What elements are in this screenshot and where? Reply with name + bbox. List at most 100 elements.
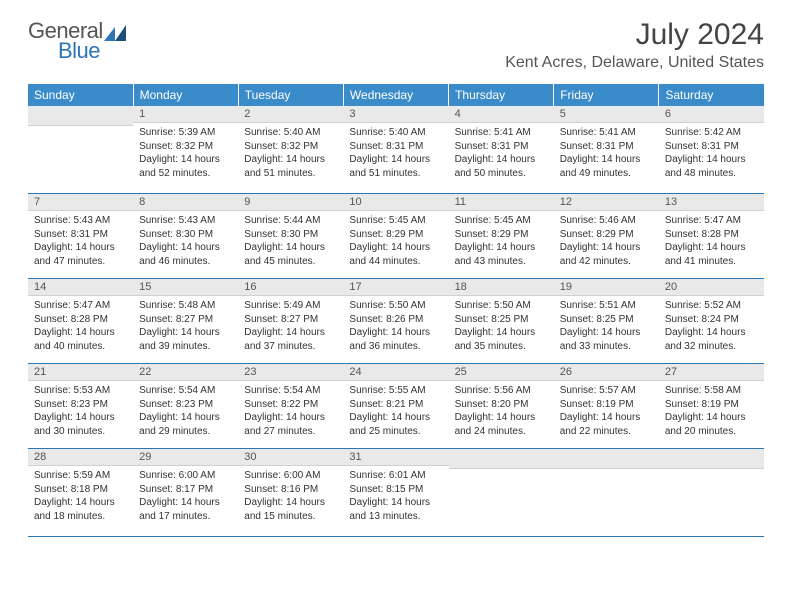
calendar-day-cell: 2Sunrise: 5:40 AMSunset: 8:32 PMDaylight… bbox=[238, 106, 343, 194]
day-number: 12 bbox=[554, 194, 659, 211]
sunset-text: Sunset: 8:19 PM bbox=[560, 398, 653, 412]
calendar-day-cell: 11Sunrise: 5:45 AMSunset: 8:29 PMDayligh… bbox=[449, 194, 554, 279]
day-content bbox=[449, 469, 554, 536]
sunset-text: Sunset: 8:26 PM bbox=[349, 313, 442, 327]
day-content bbox=[554, 469, 659, 536]
daylight-text: Daylight: 14 hours bbox=[349, 326, 442, 340]
day-content: Sunrise: 5:48 AMSunset: 8:27 PMDaylight:… bbox=[133, 296, 238, 363]
day-number bbox=[449, 449, 554, 469]
day-content: Sunrise: 5:43 AMSunset: 8:30 PMDaylight:… bbox=[133, 211, 238, 278]
calendar-day-cell: 9Sunrise: 5:44 AMSunset: 8:30 PMDaylight… bbox=[238, 194, 343, 279]
day-number: 4 bbox=[449, 106, 554, 123]
sunset-text: Sunset: 8:31 PM bbox=[34, 228, 127, 242]
daylight-text: Daylight: 14 hours bbox=[455, 153, 548, 167]
day-content bbox=[28, 126, 133, 193]
sunrise-text: Sunrise: 5:59 AM bbox=[34, 469, 127, 483]
sunset-text: Sunset: 8:29 PM bbox=[560, 228, 653, 242]
day-number: 27 bbox=[659, 364, 764, 381]
daylight-text: and 36 minutes. bbox=[349, 340, 442, 354]
daylight-text: Daylight: 14 hours bbox=[455, 241, 548, 255]
day-content: Sunrise: 5:45 AMSunset: 8:29 PMDaylight:… bbox=[343, 211, 448, 278]
sunrise-text: Sunrise: 5:52 AM bbox=[665, 299, 758, 313]
logo-icon bbox=[104, 25, 126, 41]
day-content bbox=[659, 469, 764, 536]
sunrise-text: Sunrise: 5:40 AM bbox=[244, 126, 337, 140]
calendar-day-cell: 8Sunrise: 5:43 AMSunset: 8:30 PMDaylight… bbox=[133, 194, 238, 279]
sunrise-text: Sunrise: 5:51 AM bbox=[560, 299, 653, 313]
sunrise-text: Sunrise: 5:40 AM bbox=[349, 126, 442, 140]
day-number: 7 bbox=[28, 194, 133, 211]
day-content: Sunrise: 5:57 AMSunset: 8:19 PMDaylight:… bbox=[554, 381, 659, 448]
day-number: 20 bbox=[659, 279, 764, 296]
calendar-day-cell: 5Sunrise: 5:41 AMSunset: 8:31 PMDaylight… bbox=[554, 106, 659, 194]
daylight-text: Daylight: 14 hours bbox=[34, 241, 127, 255]
sunset-text: Sunset: 8:29 PM bbox=[349, 228, 442, 242]
day-number: 31 bbox=[343, 449, 448, 466]
calendar-day-cell bbox=[554, 449, 659, 537]
calendar-week-row: 21Sunrise: 5:53 AMSunset: 8:23 PMDayligh… bbox=[28, 364, 764, 449]
daylight-text: Daylight: 14 hours bbox=[665, 153, 758, 167]
day-number: 22 bbox=[133, 364, 238, 381]
daylight-text: and 35 minutes. bbox=[455, 340, 548, 354]
calendar-day-cell bbox=[28, 106, 133, 194]
daylight-text: and 40 minutes. bbox=[34, 340, 127, 354]
daylight-text: and 32 minutes. bbox=[665, 340, 758, 354]
daylight-text: Daylight: 14 hours bbox=[455, 326, 548, 340]
day-number: 14 bbox=[28, 279, 133, 296]
daylight-text: and 48 minutes. bbox=[665, 167, 758, 181]
sunset-text: Sunset: 8:25 PM bbox=[455, 313, 548, 327]
daylight-text: Daylight: 14 hours bbox=[455, 411, 548, 425]
daylight-text: Daylight: 14 hours bbox=[139, 241, 232, 255]
sunrise-text: Sunrise: 5:48 AM bbox=[139, 299, 232, 313]
day-number: 16 bbox=[238, 279, 343, 296]
weekday-header: Tuesday bbox=[238, 84, 343, 106]
calendar-day-cell: 3Sunrise: 5:40 AMSunset: 8:31 PMDaylight… bbox=[343, 106, 448, 194]
logo: GeneralBlue bbox=[28, 18, 126, 64]
calendar-day-cell: 18Sunrise: 5:50 AMSunset: 8:25 PMDayligh… bbox=[449, 279, 554, 364]
calendar-day-cell: 7Sunrise: 5:43 AMSunset: 8:31 PMDaylight… bbox=[28, 194, 133, 279]
calendar-week-row: 28Sunrise: 5:59 AMSunset: 8:18 PMDayligh… bbox=[28, 449, 764, 537]
daylight-text: and 46 minutes. bbox=[139, 255, 232, 269]
daylight-text: and 42 minutes. bbox=[560, 255, 653, 269]
day-number: 11 bbox=[449, 194, 554, 211]
day-number: 2 bbox=[238, 106, 343, 123]
calendar-day-cell: 26Sunrise: 5:57 AMSunset: 8:19 PMDayligh… bbox=[554, 364, 659, 449]
calendar-day-cell bbox=[449, 449, 554, 537]
sunrise-text: Sunrise: 5:39 AM bbox=[139, 126, 232, 140]
day-content: Sunrise: 5:49 AMSunset: 8:27 PMDaylight:… bbox=[238, 296, 343, 363]
weekday-header: Wednesday bbox=[343, 84, 448, 106]
day-content: Sunrise: 6:00 AMSunset: 8:17 PMDaylight:… bbox=[133, 466, 238, 533]
sunset-text: Sunset: 8:21 PM bbox=[349, 398, 442, 412]
day-content: Sunrise: 6:01 AMSunset: 8:15 PMDaylight:… bbox=[343, 466, 448, 533]
calendar-day-cell: 14Sunrise: 5:47 AMSunset: 8:28 PMDayligh… bbox=[28, 279, 133, 364]
daylight-text: Daylight: 14 hours bbox=[34, 326, 127, 340]
daylight-text: and 47 minutes. bbox=[34, 255, 127, 269]
sunset-text: Sunset: 8:17 PM bbox=[139, 483, 232, 497]
day-content: Sunrise: 5:46 AMSunset: 8:29 PMDaylight:… bbox=[554, 211, 659, 278]
day-content: Sunrise: 5:43 AMSunset: 8:31 PMDaylight:… bbox=[28, 211, 133, 278]
sunrise-text: Sunrise: 5:43 AM bbox=[139, 214, 232, 228]
calendar-day-cell: 28Sunrise: 5:59 AMSunset: 8:18 PMDayligh… bbox=[28, 449, 133, 537]
day-number: 26 bbox=[554, 364, 659, 381]
calendar-day-cell: 24Sunrise: 5:55 AMSunset: 8:21 PMDayligh… bbox=[343, 364, 448, 449]
sunset-text: Sunset: 8:31 PM bbox=[665, 140, 758, 154]
calendar-day-cell bbox=[659, 449, 764, 537]
sunrise-text: Sunrise: 5:56 AM bbox=[455, 384, 548, 398]
page-title: July 2024 bbox=[505, 18, 764, 52]
calendar-day-cell: 25Sunrise: 5:56 AMSunset: 8:20 PMDayligh… bbox=[449, 364, 554, 449]
daylight-text: Daylight: 14 hours bbox=[139, 326, 232, 340]
day-number bbox=[659, 449, 764, 469]
daylight-text: and 18 minutes. bbox=[34, 510, 127, 524]
calendar-day-cell: 16Sunrise: 5:49 AMSunset: 8:27 PMDayligh… bbox=[238, 279, 343, 364]
daylight-text: Daylight: 14 hours bbox=[665, 411, 758, 425]
calendar-day-cell: 15Sunrise: 5:48 AMSunset: 8:27 PMDayligh… bbox=[133, 279, 238, 364]
weekday-header-row: Sunday Monday Tuesday Wednesday Thursday… bbox=[28, 84, 764, 106]
weekday-header: Saturday bbox=[659, 84, 764, 106]
daylight-text: and 45 minutes. bbox=[244, 255, 337, 269]
day-number: 24 bbox=[343, 364, 448, 381]
daylight-text: and 25 minutes. bbox=[349, 425, 442, 439]
calendar-day-cell: 21Sunrise: 5:53 AMSunset: 8:23 PMDayligh… bbox=[28, 364, 133, 449]
sunrise-text: Sunrise: 5:44 AM bbox=[244, 214, 337, 228]
sunrise-text: Sunrise: 5:54 AM bbox=[139, 384, 232, 398]
daylight-text: and 43 minutes. bbox=[455, 255, 548, 269]
